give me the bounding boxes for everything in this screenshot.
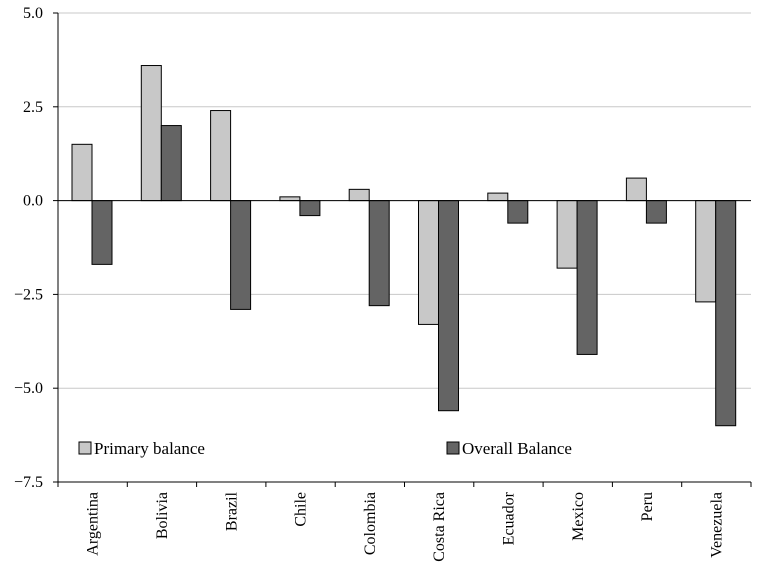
bar-overall-mexico [576, 200, 598, 355]
x-tick-label-colombia: Colombia [362, 492, 379, 555]
bar-overall-costa-rica [438, 200, 459, 412]
bar-overall-colombia [368, 200, 390, 307]
bar-primary-colombia [348, 188, 370, 202]
x-tick-label-mexico: Mexico [570, 492, 587, 541]
x-tick-label-argentina: Argentina [85, 492, 102, 556]
bar-overall-ecuador [507, 200, 529, 224]
legend-swatch-primary [78, 441, 92, 455]
bar-primary-bolivia [140, 65, 162, 202]
legend-label-primary: Primary balance [94, 439, 205, 458]
y-tick-label: −2.5 [14, 286, 43, 303]
bar-primary-costa-rica [418, 200, 439, 325]
y-tick-labels: 5.0 2.5 0.0 −2.5 −5.0 −7.5 [14, 5, 43, 491]
x-tick-label-costa-rica: Costa Rica [431, 492, 448, 562]
bar-overall-peru [645, 200, 667, 224]
x-tick-label-brazil: Brazil [223, 491, 240, 531]
bar-primary-peru [625, 177, 647, 202]
bar-overall-bolivia [160, 125, 182, 202]
y-tick-label: 5.0 [23, 5, 43, 22]
bar-primary-argentina [71, 143, 93, 202]
bars [71, 65, 737, 427]
bar-primary-brazil [210, 110, 232, 202]
y-tick-label: −5.0 [14, 380, 43, 397]
y-tick-label: 2.5 [23, 99, 43, 116]
x-tick-label-peru: Peru [639, 492, 656, 521]
legend-label-overall: Overall Balance [462, 439, 572, 458]
bar-overall-venezuela [715, 200, 737, 427]
bar-primary-ecuador [487, 192, 509, 202]
bar-overall-brazil [230, 200, 252, 310]
x-tick-label-ecuador: Ecuador [500, 491, 517, 545]
legend-swatch-overall [446, 441, 460, 455]
legend: Primary balance Overall Balance [78, 439, 572, 458]
axes [53, 12, 752, 487]
bar-primary-venezuela [695, 200, 717, 303]
bar-overall-chile [299, 200, 321, 217]
x-tick-label-bolivia: Bolivia [154, 492, 171, 539]
x-tick-labels: Argentina Bolivia Brazil Chile Colombia Costa… [85, 491, 726, 561]
bar-primary-mexico [556, 200, 578, 269]
y-tick-label: −7.5 [14, 474, 43, 491]
bar-overall-argentina [91, 200, 113, 265]
y-tick-label: 0.0 [23, 193, 43, 210]
bar-primary-chile [279, 196, 301, 202]
x-tick-label-chile: Chile [293, 492, 310, 527]
x-tick-label-venezuela: Venezuela [708, 492, 725, 558]
